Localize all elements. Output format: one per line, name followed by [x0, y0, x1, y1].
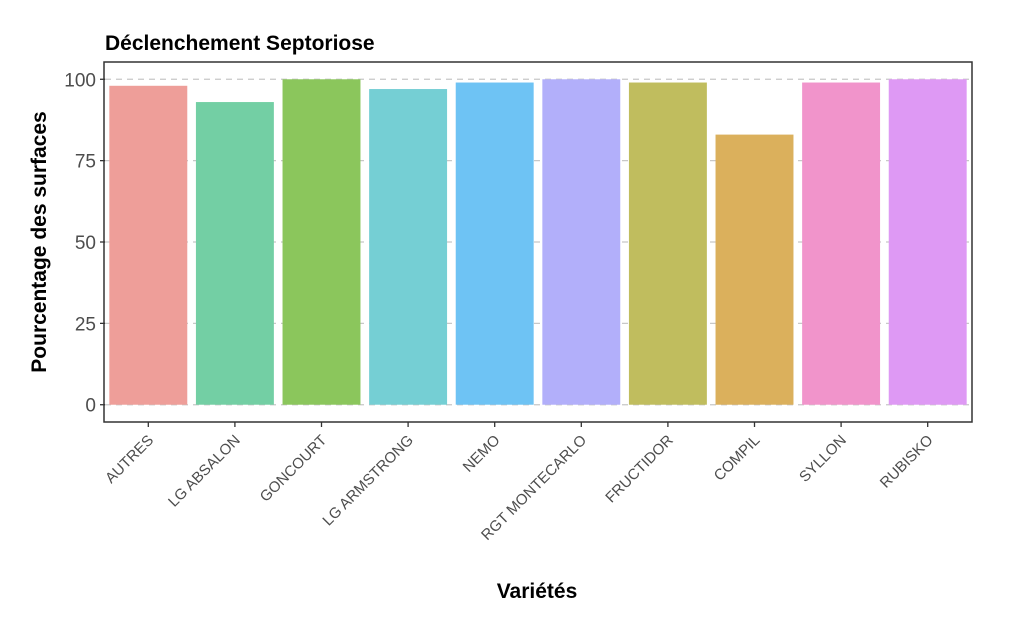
- bar-rgt-montecarlo: [542, 79, 621, 405]
- bar-rubisko: [888, 79, 967, 405]
- x-tick-label: GONCOURT: [257, 432, 331, 506]
- x-tick-label: COMPIL: [711, 432, 764, 485]
- bar-autres: [109, 85, 188, 405]
- bar-nemo: [455, 82, 534, 405]
- bar-lg-armstrong: [369, 89, 448, 405]
- y-tick-label: 25: [75, 314, 96, 335]
- y-axis-ticks: 0 25 50 75 100: [64, 70, 105, 417]
- x-tick-label: AUTRES: [102, 432, 157, 487]
- bar-fructidor: [628, 82, 707, 405]
- y-tick-label: 0: [85, 396, 96, 417]
- x-tick-label: SYLLON: [796, 432, 850, 486]
- x-tick-label: NEMO: [460, 432, 504, 476]
- bars: [109, 79, 967, 405]
- x-tick-label: LG ABSALON: [165, 432, 244, 511]
- x-axis-title: Variétés: [497, 580, 578, 603]
- y-axis-title: Pourcentage des surfaces: [28, 111, 51, 372]
- x-tick-label: RUBISKO: [877, 432, 937, 492]
- y-tick-label: 75: [75, 152, 96, 173]
- bar-compil: [715, 134, 794, 405]
- y-tick-label: 100: [64, 70, 96, 91]
- bar-goncourt: [282, 79, 361, 405]
- bar-lg-absalon: [195, 102, 274, 405]
- x-tick-label: FRUCTIDOR: [602, 432, 677, 507]
- x-tick-label: LG ARMSTRONG: [319, 432, 416, 529]
- y-tick-label: 50: [75, 233, 96, 254]
- chart-title: Déclenchement Septoriose: [105, 32, 375, 55]
- bar-syllon: [802, 82, 881, 405]
